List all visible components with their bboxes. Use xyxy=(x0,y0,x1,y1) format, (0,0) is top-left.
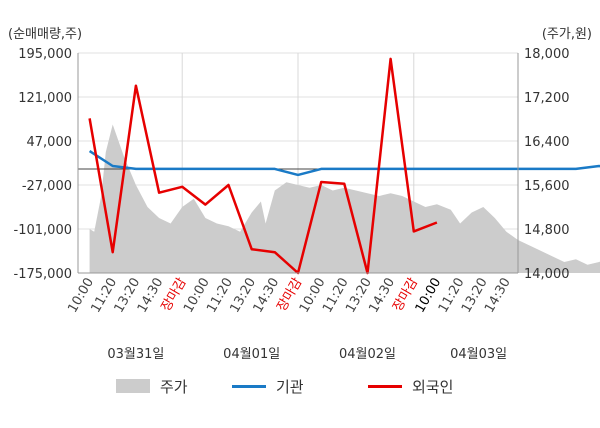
legend-item-price: 주가 xyxy=(116,372,188,400)
plot-frame-layer xyxy=(77,53,519,274)
date-label: 04월02일 xyxy=(339,347,396,362)
date-label: 04월03일 xyxy=(450,347,507,362)
right-axis-tick-label: 14,800 xyxy=(524,223,570,238)
right-axis-tick-label: 17,200 xyxy=(524,91,570,106)
legend-swatch-foreign xyxy=(368,384,402,388)
right-axis-tick-label: 18,000 xyxy=(524,47,570,62)
right-axis-tick-label: 16,400 xyxy=(524,135,570,150)
left-axis-tick-label: -175,000 xyxy=(14,267,72,282)
legend-swatch-institution xyxy=(232,384,266,388)
date-label: 03월31일 xyxy=(107,347,164,362)
price-area-layer xyxy=(89,124,600,273)
left-axis-tick-label: -27,000 xyxy=(22,179,72,194)
left-axis-tick-label: 121,000 xyxy=(18,91,72,106)
legend-label-institution: 기관 xyxy=(276,377,304,396)
legend-swatch-price xyxy=(116,379,150,393)
right-axis-tick-label: 15,600 xyxy=(524,179,570,194)
chart-legend: 주가 기관 외국인 xyxy=(0,372,600,400)
institution-line xyxy=(88,150,600,177)
foreign-line xyxy=(88,57,438,275)
chart-canvas: 195,000 18,000 121,000 17,200 47,000 16,400 -2… xyxy=(8,27,600,362)
right-axis-tick-label: 14,000 xyxy=(524,267,570,282)
left-axis-tick-label: -101,000 xyxy=(14,223,72,238)
right-axis-unit-label: (주가,원) xyxy=(542,27,592,42)
price-area xyxy=(89,124,600,273)
left-axis-tick-label: 47,000 xyxy=(27,135,73,150)
series-line-layer xyxy=(88,57,600,275)
date-label: 04월01일 xyxy=(223,347,280,362)
legend-label-price: 주가 xyxy=(160,377,188,396)
legend-label-foreign: 외국인 xyxy=(412,377,454,396)
left-axis-tick-label: 195,000 xyxy=(18,47,72,62)
legend-item-institution: 기관 xyxy=(232,372,304,400)
left-axis-unit-label: (순매매량,주) xyxy=(8,27,82,42)
legend-item-foreign: 외국인 xyxy=(368,372,453,400)
